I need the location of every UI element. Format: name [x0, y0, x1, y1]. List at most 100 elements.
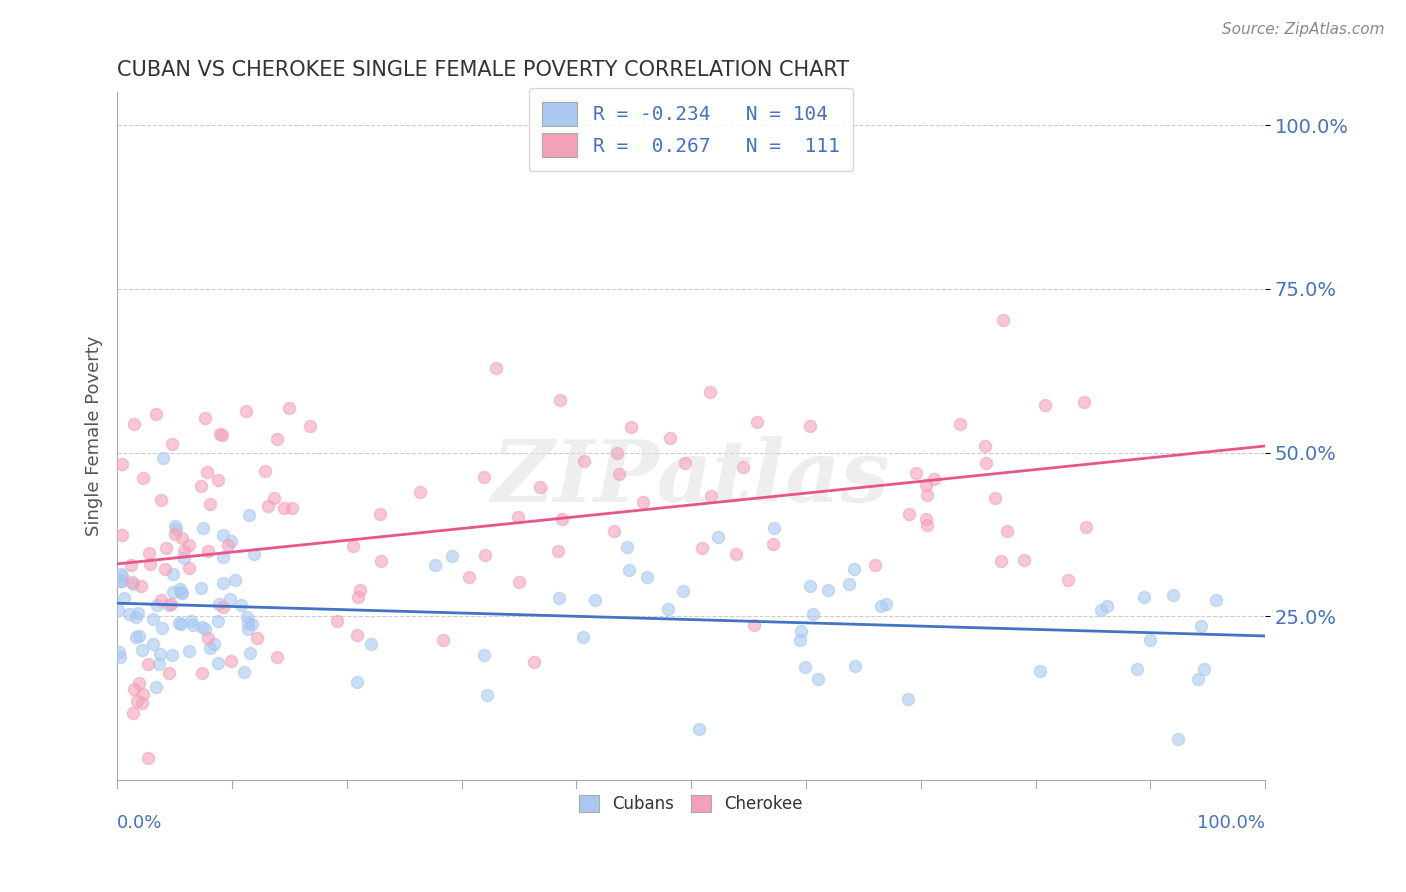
Point: [973, 439, 995, 453]
Point: [139, 557, 162, 571]
Point: [211, 427, 233, 442]
Point: [197, 544, 219, 558]
Point: [232, 665, 254, 679]
Point: [572, 454, 595, 468]
Point: [699, 384, 721, 399]
Point: [162, 585, 184, 599]
Point: [111, 569, 134, 583]
Point: [692, 541, 714, 555]
Point: [266, 432, 288, 446]
Point: [1012, 553, 1035, 567]
Point: [342, 540, 364, 554]
Point: [256, 500, 278, 514]
Point: [155, 541, 177, 555]
Text: Source: ZipAtlas.com: Source: ZipAtlas.com: [1222, 22, 1385, 37]
Point: [190, 479, 212, 493]
Point: [904, 466, 927, 480]
Point: [617, 563, 640, 577]
Point: [217, 538, 239, 552]
Point: [707, 530, 730, 544]
Point: [472, 470, 495, 484]
Point: [747, 415, 769, 429]
Point: [207, 474, 229, 488]
Point: [1095, 599, 1118, 614]
Point: [169, 582, 191, 596]
Point: [122, 682, 145, 697]
Text: CUBAN VS CHEROKEE SINGLE FEMALE POVERTY CORRELATION CHART: CUBAN VS CHEROKEE SINGLE FEMALE POVERTY …: [117, 60, 849, 79]
Point: [122, 417, 145, 431]
Point: [128, 629, 150, 643]
Point: [142, 612, 165, 626]
Point: [603, 524, 626, 538]
Point: [915, 488, 938, 502]
Point: [1090, 603, 1112, 617]
Point: [125, 609, 148, 624]
Point: [1126, 662, 1149, 676]
Point: [922, 472, 945, 486]
Point: [146, 598, 169, 612]
Point: [1139, 633, 1161, 648]
Point: [616, 540, 638, 554]
Point: [548, 393, 571, 408]
Point: [974, 456, 997, 470]
Point: [209, 426, 232, 441]
Point: [243, 547, 266, 561]
Point: [111, 574, 134, 588]
Point: [125, 694, 148, 708]
Point: [1028, 664, 1050, 678]
Point: [231, 598, 253, 612]
Point: [162, 566, 184, 581]
Legend: Cubans, Cherokee: Cubans, Cherokee: [572, 789, 810, 820]
Point: [202, 637, 225, 651]
Point: [108, 649, 131, 664]
Point: [349, 582, 371, 597]
Point: [360, 637, 382, 651]
Point: [180, 615, 202, 629]
Point: [190, 666, 212, 681]
Point: [790, 624, 813, 638]
Point: [863, 558, 886, 572]
Point: [529, 480, 551, 494]
Point: [236, 615, 259, 630]
Point: [346, 675, 368, 690]
Point: [763, 521, 786, 535]
Point: [346, 628, 368, 642]
Point: [149, 493, 172, 508]
Point: [160, 437, 183, 451]
Point: [149, 648, 172, 662]
Point: [657, 601, 679, 615]
Point: [799, 579, 821, 593]
Point: [127, 607, 149, 621]
Point: [138, 657, 160, 672]
Point: [211, 549, 233, 564]
Point: [150, 593, 173, 607]
Point: [177, 643, 200, 657]
Point: [370, 554, 392, 568]
Point: [278, 401, 301, 415]
Point: [131, 643, 153, 657]
Text: 0.0%: 0.0%: [117, 814, 163, 832]
Point: [266, 650, 288, 665]
Point: [1161, 588, 1184, 602]
Point: [508, 574, 530, 589]
Point: [897, 508, 920, 522]
Point: [606, 446, 628, 460]
Point: [762, 536, 785, 550]
Point: [347, 590, 370, 604]
Point: [409, 485, 432, 500]
Point: [238, 508, 260, 522]
Point: [194, 622, 217, 636]
Point: [700, 489, 723, 503]
Point: [157, 598, 180, 612]
Point: [263, 491, 285, 505]
Point: [949, 417, 972, 431]
Point: [110, 566, 132, 581]
Point: [121, 574, 143, 589]
Point: [212, 576, 235, 591]
Point: [190, 582, 212, 596]
Y-axis label: Single Female Poverty: Single Female Poverty: [86, 336, 103, 536]
Point: [163, 519, 186, 533]
Point: [869, 599, 891, 613]
Point: [173, 551, 195, 566]
Point: [193, 521, 215, 535]
